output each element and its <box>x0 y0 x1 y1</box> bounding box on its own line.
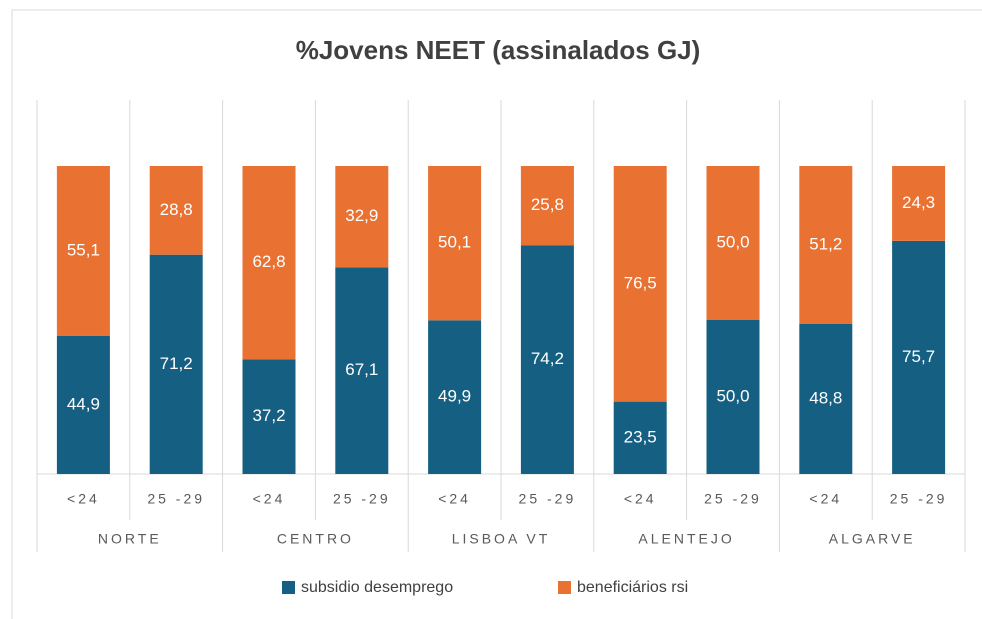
chart-title: %Jovens NEET (assinalados GJ) <box>296 35 701 65</box>
x-tick-label: 25 -29 <box>147 491 205 507</box>
bar-segment <box>242 359 296 474</box>
data-label: 50,0 <box>716 386 749 405</box>
data-label: 51,2 <box>809 234 842 253</box>
bar-segment <box>892 240 946 474</box>
data-label: 71,2 <box>160 354 193 373</box>
bar-segment <box>428 320 482 474</box>
group-label: LISBOA VT <box>452 531 551 547</box>
data-label: 32,9 <box>345 206 378 225</box>
bar-segment <box>613 166 667 402</box>
data-label: 50,0 <box>716 232 749 251</box>
data-label: 50,1 <box>438 233 471 252</box>
group-label: ALENTEJO <box>638 531 734 547</box>
x-tick-label: <24 <box>67 491 100 507</box>
legend-swatch <box>558 581 571 594</box>
x-tick-label: <24 <box>624 491 657 507</box>
legend-label: beneficiários rsi <box>577 579 688 596</box>
data-label: 37,2 <box>252 406 285 425</box>
group-label: ALGARVE <box>829 531 916 547</box>
legend-label: subsidio desemprego <box>301 579 453 596</box>
bar-segment <box>242 166 296 360</box>
group-label: CENTRO <box>277 531 354 547</box>
group-label: NORTE <box>98 531 162 547</box>
data-label: 76,5 <box>624 273 657 292</box>
data-label: 48,8 <box>809 388 842 407</box>
x-tick-label: 25 -29 <box>890 491 948 507</box>
data-label: 55,1 <box>67 240 100 259</box>
bar-segment <box>892 166 946 241</box>
bar-segment <box>799 323 853 474</box>
bar-segment <box>149 254 203 474</box>
data-label: 74,2 <box>531 349 564 368</box>
bar-segment <box>335 166 389 268</box>
bar-segment <box>520 166 574 246</box>
bar-segment <box>335 267 389 474</box>
x-tick-label: 25 -29 <box>519 491 577 507</box>
data-label: 25,8 <box>531 195 564 214</box>
bar-segment <box>520 245 574 474</box>
bar-segment <box>56 335 110 474</box>
data-label: 28,8 <box>160 200 193 219</box>
data-label: 23,5 <box>624 427 657 446</box>
data-label: 49,9 <box>438 387 471 406</box>
x-tick-label: <24 <box>809 491 842 507</box>
bar-segment <box>706 166 760 320</box>
data-label: 67,1 <box>345 360 378 379</box>
bar-segment <box>56 166 110 336</box>
x-tick-label: <24 <box>253 491 286 507</box>
x-tick-label: 25 -29 <box>704 491 762 507</box>
bar-segment <box>799 166 853 324</box>
data-label: 62,8 <box>252 252 285 271</box>
bar-segment <box>613 401 667 474</box>
legend-swatch <box>282 581 295 594</box>
bar-segment <box>149 166 203 255</box>
x-tick-label: 25 -29 <box>333 491 391 507</box>
data-label: 75,7 <box>902 347 935 366</box>
bar-segment <box>428 166 482 321</box>
bar-segment <box>706 320 760 474</box>
data-label: 24,3 <box>902 193 935 212</box>
data-label: 44,9 <box>67 394 100 413</box>
x-tick-label: <24 <box>438 491 471 507</box>
